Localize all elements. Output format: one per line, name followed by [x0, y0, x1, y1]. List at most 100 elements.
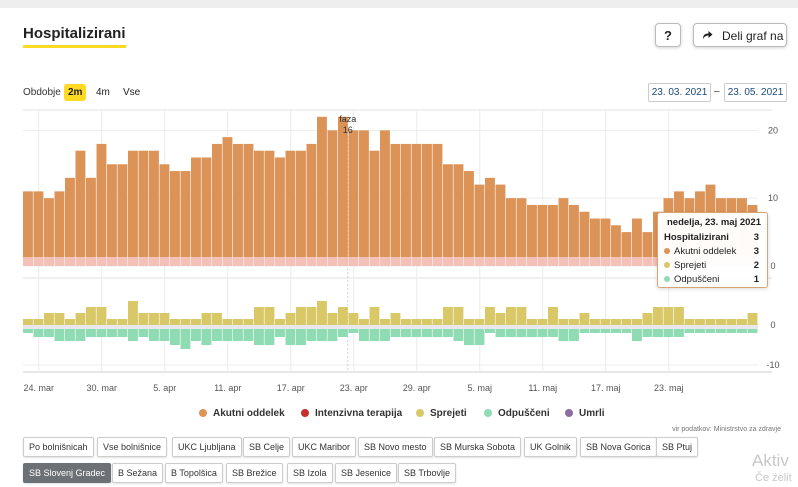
admitted-bar [23, 319, 33, 325]
hospital-chip-sb-murska-sobota[interactable]: SB Murska Sobota [434, 437, 522, 457]
discharged-bar [390, 329, 401, 337]
acute-bar [264, 150, 275, 266]
icu-band [107, 257, 117, 266]
discharged-bar [212, 329, 222, 341]
discharged-bar [306, 329, 317, 341]
y-tick-label: 0 [770, 261, 775, 271]
discharged-bar [621, 329, 632, 333]
icu-band [464, 257, 474, 266]
icu-band [506, 257, 516, 266]
hospital-chip-by-hospital[interactable]: Po bolnišnicah [23, 437, 94, 457]
discharged-bar [558, 329, 569, 341]
admitted-bar [453, 307, 464, 325]
share-button[interactable]: Deli graf na [693, 23, 787, 47]
admitted-bar [327, 313, 338, 325]
discharged-bar [170, 329, 180, 345]
x-tick-label: 17. apr [277, 383, 305, 393]
hospital-chip-uk-golnik[interactable]: UK Golnik [524, 437, 577, 457]
hospital-chip-b-sezana[interactable]: B Sežana [112, 463, 164, 483]
admitted-bar [411, 319, 422, 325]
acute-bar [275, 157, 285, 266]
hospital-chip-sb-jesenice[interactable]: SB Jesenice [335, 463, 398, 483]
admitted-bar [233, 319, 243, 325]
period-2m-button[interactable]: 2m [64, 84, 87, 101]
chart-legend: Akutni oddelek Intenzivna terapija Sprej… [0, 408, 798, 422]
admitted-bar [474, 319, 485, 325]
admitted-bar [747, 313, 758, 325]
acute-bar [548, 204, 558, 266]
legend-item-admitted[interactable]: Sprejeti [416, 408, 467, 419]
icu-band [348, 257, 359, 266]
tooltip-total-value: 3 [753, 232, 759, 243]
admitted-bar [695, 319, 705, 325]
admitted-bar [138, 313, 149, 325]
admitted-bar [117, 319, 128, 325]
discharged-bar [432, 329, 443, 337]
hospital-chip-sb-izola[interactable]: SB Izola [287, 463, 333, 483]
admitted-bar [642, 313, 653, 325]
date-to-input[interactable]: 23. 05. 2021 [724, 83, 787, 102]
acute-bar [107, 164, 117, 266]
icu-band [275, 257, 285, 266]
admitted-bar [348, 313, 359, 325]
discharged-bar [96, 329, 107, 337]
discharged-bar [474, 329, 485, 345]
icu-band [621, 257, 632, 266]
admitted-bar [632, 319, 642, 325]
hospital-chip-sb-brezice[interactable]: SB Brežice [226, 463, 283, 483]
discharged-bar [264, 329, 275, 345]
discharged-bar [642, 329, 653, 337]
discharged-bar [590, 329, 600, 333]
admitted-bar [128, 301, 138, 325]
discharged-bar [23, 329, 33, 333]
period-4m-button[interactable]: 4m [96, 87, 110, 98]
help-button[interactable]: ? [655, 23, 681, 47]
icu-band [23, 257, 33, 266]
discharged-bar [537, 329, 548, 337]
admitted-bar [621, 319, 632, 325]
hospital-chip-all[interactable]: Vse bolnišnice [97, 437, 168, 457]
hospital-chip-sb-slovenj-gradec[interactable]: SB Slovenj Gradec [23, 463, 112, 483]
data-source-note: vir podatkov: Ministrstvo za zdravje [672, 426, 781, 433]
hospital-chip-sb-trbovlje[interactable]: SB Trbovlje [398, 463, 457, 483]
tooltip-acute-value: 3 [753, 246, 759, 257]
icu-band [369, 257, 380, 266]
discharged-bar [516, 329, 527, 337]
admitted-bar [359, 319, 369, 325]
icu-band [212, 257, 222, 266]
y-tick-label-lower: -10 [766, 360, 779, 370]
date-from-input[interactable]: 23. 03. 2021 [648, 83, 711, 102]
tooltip-row-discharged: Odpuščeni 1 [664, 273, 761, 287]
x-tick-label: 29. apr [403, 383, 431, 393]
hospital-chip-sb-celje[interactable]: SB Celje [243, 437, 291, 457]
hospital-chip-b-topolsica[interactable]: B Topolšica [165, 463, 223, 483]
y-tick-label: 20 [768, 125, 778, 135]
discharged-bar [254, 329, 264, 345]
hospital-chip-ukc-ljubljana[interactable]: UKC Ljubljana [172, 437, 242, 457]
hospital-chip-sb-nova-gorica[interactable]: SB Nova Gorica [580, 437, 657, 457]
x-tick-label: 5. apr [153, 383, 176, 393]
acute-bar [306, 143, 317, 266]
admitted-bar [54, 313, 65, 325]
legend-item-acute[interactable]: Akutni oddelek [199, 408, 285, 419]
icu-band [390, 257, 401, 266]
discharged-bar [128, 329, 138, 341]
legend-admitted-label: Sprejeti [430, 408, 467, 419]
legend-item-discharged[interactable]: Odpuščeni [484, 408, 550, 419]
legend-item-icu[interactable]: Intenzivna terapija [301, 408, 402, 419]
period-all-button[interactable]: Vse [123, 87, 141, 98]
legend-item-died[interactable]: Umrli [565, 408, 605, 419]
hospitalized-chart[interactable]: 24. mar 30. mar 5. apr 11. apr 17. apr 23. ap… [0, 0, 798, 400]
hospital-chip-sb-ptuj[interactable]: SB Ptuj [656, 437, 699, 457]
acute-bar [464, 171, 474, 266]
hospital-chip-sb-novo-mesto[interactable]: SB Novo mesto [358, 437, 433, 457]
discharged-bar [159, 329, 170, 341]
tooltip-row-acute: Akutni oddelek 3 [664, 245, 761, 259]
discharged-bar [506, 329, 516, 337]
discharged-bar [705, 329, 716, 333]
hospital-chip-ukc-maribor[interactable]: UKC Maribor [292, 437, 357, 457]
acute-bar [621, 232, 632, 266]
admitted-bar [579, 313, 590, 325]
admitted-bar [663, 307, 674, 325]
tooltip-admitted-label: Sprejeti [674, 260, 707, 271]
